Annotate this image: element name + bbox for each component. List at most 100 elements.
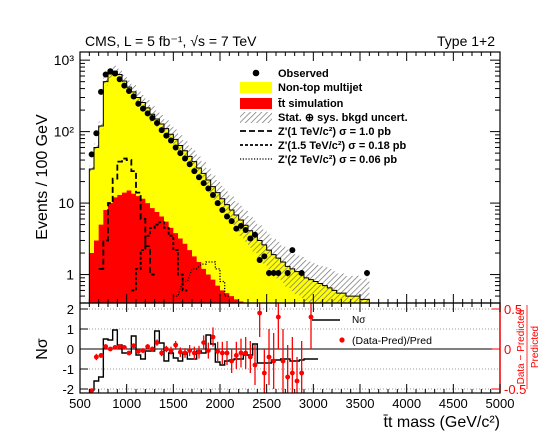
x-tick-label: 500 bbox=[69, 396, 91, 411]
ratio-point bbox=[205, 348, 211, 353]
x-tick-label: 4000 bbox=[392, 396, 421, 411]
legend-zp15-label: Z'(1.5 TeV/c²) σ = 0.18 pb bbox=[278, 140, 407, 152]
observed-point bbox=[130, 93, 137, 100]
ratio-point bbox=[271, 358, 277, 364]
observed-point bbox=[98, 88, 104, 95]
observed-point bbox=[228, 218, 235, 225]
y-tick-label: 10³ bbox=[54, 52, 75, 68]
ratio-point bbox=[285, 374, 291, 380]
residual-right-tick-label: -0.5 bbox=[504, 382, 526, 397]
legend-ratio-marker bbox=[339, 337, 345, 343]
ratio-point bbox=[247, 354, 253, 360]
residual-right-label-denominator: Predicted bbox=[530, 326, 540, 368]
observed-point bbox=[116, 76, 123, 83]
y-tick-label: 1 bbox=[66, 267, 74, 283]
ratio-point bbox=[145, 344, 151, 349]
residual-right-tick-label: 0 bbox=[504, 342, 511, 357]
ratio-point bbox=[238, 350, 244, 356]
observed-point bbox=[121, 82, 128, 89]
zprime-1p5tev-line bbox=[131, 221, 188, 292]
ratio-point bbox=[117, 344, 123, 349]
main-plot-area bbox=[88, 65, 370, 303]
ratio-point bbox=[89, 388, 95, 393]
ratio-point bbox=[191, 350, 197, 356]
legend-nontop-swatch bbox=[240, 82, 272, 93]
ratio-point bbox=[229, 358, 235, 364]
observed-point bbox=[219, 207, 226, 214]
ttbar-simulation-area bbox=[89, 190, 370, 303]
observed-point bbox=[172, 144, 179, 151]
ratio-point bbox=[266, 354, 272, 360]
observed-point bbox=[191, 168, 198, 175]
category-label: Type 1+2 bbox=[437, 33, 495, 49]
ratio-point bbox=[173, 342, 179, 348]
ratio-point bbox=[140, 348, 146, 353]
ratio-point bbox=[126, 350, 132, 356]
ratio-point bbox=[280, 358, 286, 364]
observed-point bbox=[112, 70, 118, 77]
x-tick-label: 1000 bbox=[112, 396, 141, 411]
legend-uncert-label: Stat. ⊕ sys. bkgd uncert. bbox=[278, 112, 408, 124]
observed-point bbox=[126, 88, 132, 95]
ratio-point bbox=[252, 362, 258, 368]
ratio-point bbox=[196, 349, 202, 355]
legend-nontop-label: Non-top multijet bbox=[278, 82, 363, 94]
ratio-point bbox=[182, 350, 188, 356]
ratio-point bbox=[299, 370, 305, 376]
x-tick-label: 2000 bbox=[206, 396, 235, 411]
ratio-point bbox=[275, 314, 281, 320]
ratio-point bbox=[98, 353, 104, 358]
observed-point bbox=[107, 68, 114, 75]
legend: Observed Non-top multijet t̄t simulation… bbox=[240, 68, 408, 166]
observed-point bbox=[247, 235, 254, 242]
residual-right-label-numerator: Data − Predicted bbox=[516, 310, 527, 385]
observed-point bbox=[196, 174, 202, 181]
observed-point bbox=[135, 100, 142, 107]
residual-plot-area bbox=[80, 303, 500, 393]
legend-uncert-swatch bbox=[240, 112, 272, 123]
legend-observed-label: Observed bbox=[278, 68, 329, 80]
observed-point bbox=[224, 213, 230, 220]
legend-observed-marker bbox=[252, 69, 260, 77]
observed-point bbox=[102, 71, 109, 78]
observed-point bbox=[93, 130, 100, 137]
chart-title: CMS, L = 5 fb⁻¹, √s = 7 TeV bbox=[85, 33, 257, 49]
observed-point bbox=[256, 256, 263, 263]
residual-left-tick-label: -1 bbox=[62, 362, 74, 377]
ratio-point bbox=[149, 346, 155, 352]
residual-left-label: Nσ bbox=[34, 338, 51, 360]
ratio-point bbox=[219, 350, 225, 356]
observed-point bbox=[186, 161, 193, 168]
ratio-point bbox=[210, 334, 216, 340]
observed-point bbox=[200, 180, 207, 187]
x-axis-label: t̄t mass (GeV/c²) bbox=[383, 414, 500, 431]
x-tick-label: 4500 bbox=[439, 396, 468, 411]
ratio-point bbox=[168, 348, 174, 353]
x-tick-label: 5000 bbox=[486, 396, 515, 411]
observed-point bbox=[205, 185, 212, 192]
ratio-point bbox=[131, 343, 137, 349]
ratio-point bbox=[93, 354, 99, 360]
zprime-2tev-line bbox=[173, 261, 230, 297]
observed-point bbox=[233, 225, 240, 232]
observed-point bbox=[242, 227, 249, 234]
legend-ratio-label: (Data-Pred)/Pred bbox=[352, 335, 432, 347]
legend-nsigma-label: Nσ bbox=[352, 315, 366, 326]
legend-ttbar-swatch bbox=[240, 98, 272, 109]
x-tick-label: 1500 bbox=[159, 396, 188, 411]
ratio-point bbox=[177, 349, 183, 355]
ratio-point bbox=[257, 310, 263, 316]
observed-point bbox=[298, 270, 305, 277]
residual-left-tick-label: -2 bbox=[62, 382, 74, 397]
observed-point bbox=[140, 105, 146, 112]
observed-point bbox=[163, 132, 170, 139]
observed-point bbox=[238, 222, 244, 229]
ratio-point bbox=[103, 344, 109, 349]
legend-zp2-label: Z'(2 TeV/c²) σ = 0.06 pb bbox=[278, 154, 397, 166]
observed-point bbox=[158, 127, 165, 134]
observed-point bbox=[210, 191, 216, 198]
observed-point bbox=[261, 253, 268, 260]
ratio-point bbox=[215, 349, 221, 354]
